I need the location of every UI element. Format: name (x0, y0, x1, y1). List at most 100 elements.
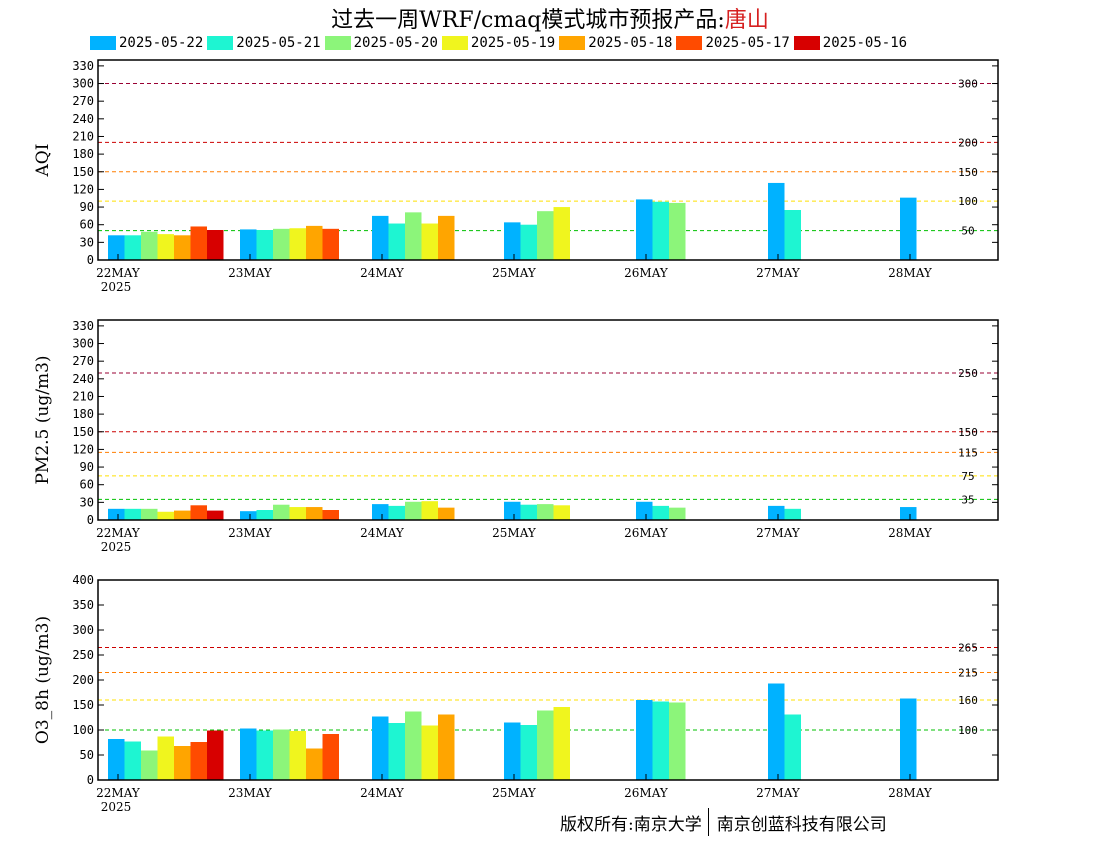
legend-item: 2025-05-19 (441, 35, 555, 51)
threshold-label: 35 (961, 493, 974, 506)
x-tick-label: 25MAY (492, 526, 537, 540)
x-tick-label: 28MAY (888, 526, 933, 540)
y-axis-label: AQI (33, 144, 53, 178)
bar (537, 710, 554, 780)
x-tick-label: 22MAY (96, 526, 141, 540)
x-tick-label: 28MAY (888, 786, 933, 800)
x-tick-label: 23MAY (228, 526, 273, 540)
y-tick-label: 60 (80, 218, 94, 232)
bar (141, 231, 158, 260)
y-tick-label: 90 (80, 200, 94, 214)
bar (784, 508, 801, 520)
bar (256, 730, 273, 780)
bar (306, 748, 323, 780)
bar (207, 230, 224, 260)
legend-item: 2025-05-20 (324, 35, 438, 51)
y-tick-label: 120 (72, 182, 94, 196)
bar (372, 215, 389, 260)
bar (157, 511, 174, 520)
bar (256, 510, 273, 520)
threshold-label: 150 (958, 426, 978, 439)
bar (388, 505, 405, 520)
y-tick-label: 90 (80, 460, 94, 474)
bar (520, 725, 537, 780)
bar (900, 197, 917, 260)
bar (553, 207, 570, 260)
y-axis-label: O3_8h (ug/m3) (33, 616, 53, 744)
y-tick-label: 240 (72, 372, 94, 386)
y-tick-label: 0 (87, 253, 94, 267)
title-main: 过去一周WRF/cmaq模式城市预报产品: (331, 8, 725, 33)
legend-label: 2025-05-21 (236, 35, 321, 51)
bar (652, 701, 669, 780)
bar (405, 501, 422, 520)
copyright: 版权所有:南京大学 南京创蓝科技有限公司 (560, 808, 887, 836)
x-tick-label: 27MAY (756, 786, 801, 800)
x-tick-label: 23MAY (228, 786, 273, 800)
y-tick-label: 300 (72, 77, 94, 91)
threshold-label: 50 (961, 225, 974, 238)
bar (289, 731, 306, 780)
y-tick-label: 240 (72, 112, 94, 126)
threshold-label: 300 (958, 78, 978, 91)
bar (669, 702, 686, 780)
bar (768, 505, 785, 520)
bar (108, 508, 125, 520)
legend-item: 2025-05-18 (559, 35, 672, 51)
bar (174, 235, 191, 260)
threshold-label: 100 (958, 195, 978, 208)
legend-item: 2025-05-16 (793, 35, 908, 51)
y-tick-label: 120 (72, 442, 94, 456)
bar (157, 736, 174, 780)
legend-swatch (559, 36, 586, 50)
bar (405, 711, 422, 780)
bar (669, 507, 686, 520)
bar (289, 507, 306, 520)
x-tick-label: 25MAY (492, 266, 537, 280)
bar (141, 750, 158, 780)
y-tick-label: 180 (72, 147, 94, 161)
x-tick-label: 27MAY (756, 266, 801, 280)
y-tick-label: 30 (80, 235, 94, 249)
legend-swatch (324, 36, 351, 50)
bar (768, 683, 785, 780)
bar (438, 714, 455, 780)
bar (537, 211, 554, 260)
plot-frame (97, 319, 999, 521)
bar (652, 201, 669, 260)
legend-label: 2025-05-16 (822, 35, 908, 51)
bar (388, 223, 405, 260)
bar (289, 228, 306, 260)
y-tick-label: 270 (72, 354, 94, 368)
bar (520, 224, 537, 260)
y-tick-label: 300 (72, 337, 94, 351)
x-tick-label: 28MAY (888, 266, 933, 280)
bar (157, 234, 174, 260)
bar (273, 504, 290, 520)
bar (124, 508, 141, 520)
bar (388, 723, 405, 780)
bar (900, 698, 917, 780)
y-tick-label: 60 (80, 478, 94, 492)
legend-swatch (793, 36, 820, 50)
x-tick-label: 24MAY (360, 786, 405, 800)
bar (900, 507, 917, 520)
bar (306, 507, 323, 520)
bar (124, 741, 141, 780)
legend-item: 2025-05-21 (207, 35, 321, 51)
bar (273, 729, 290, 780)
y-tick-label: 150 (72, 698, 94, 712)
bar (784, 210, 801, 260)
bar (322, 734, 339, 780)
bar (190, 742, 207, 780)
y-tick-label: 350 (72, 598, 94, 612)
bar (207, 730, 224, 780)
bar (421, 223, 438, 260)
x-tick-label: 27MAY (756, 526, 801, 540)
x-tick-label: 22MAY (96, 786, 141, 800)
copyright-owner: 版权所有:南京大学 (560, 814, 702, 835)
y-tick-label: 150 (72, 425, 94, 439)
copyright-divider (707, 808, 709, 836)
bar (240, 511, 257, 520)
